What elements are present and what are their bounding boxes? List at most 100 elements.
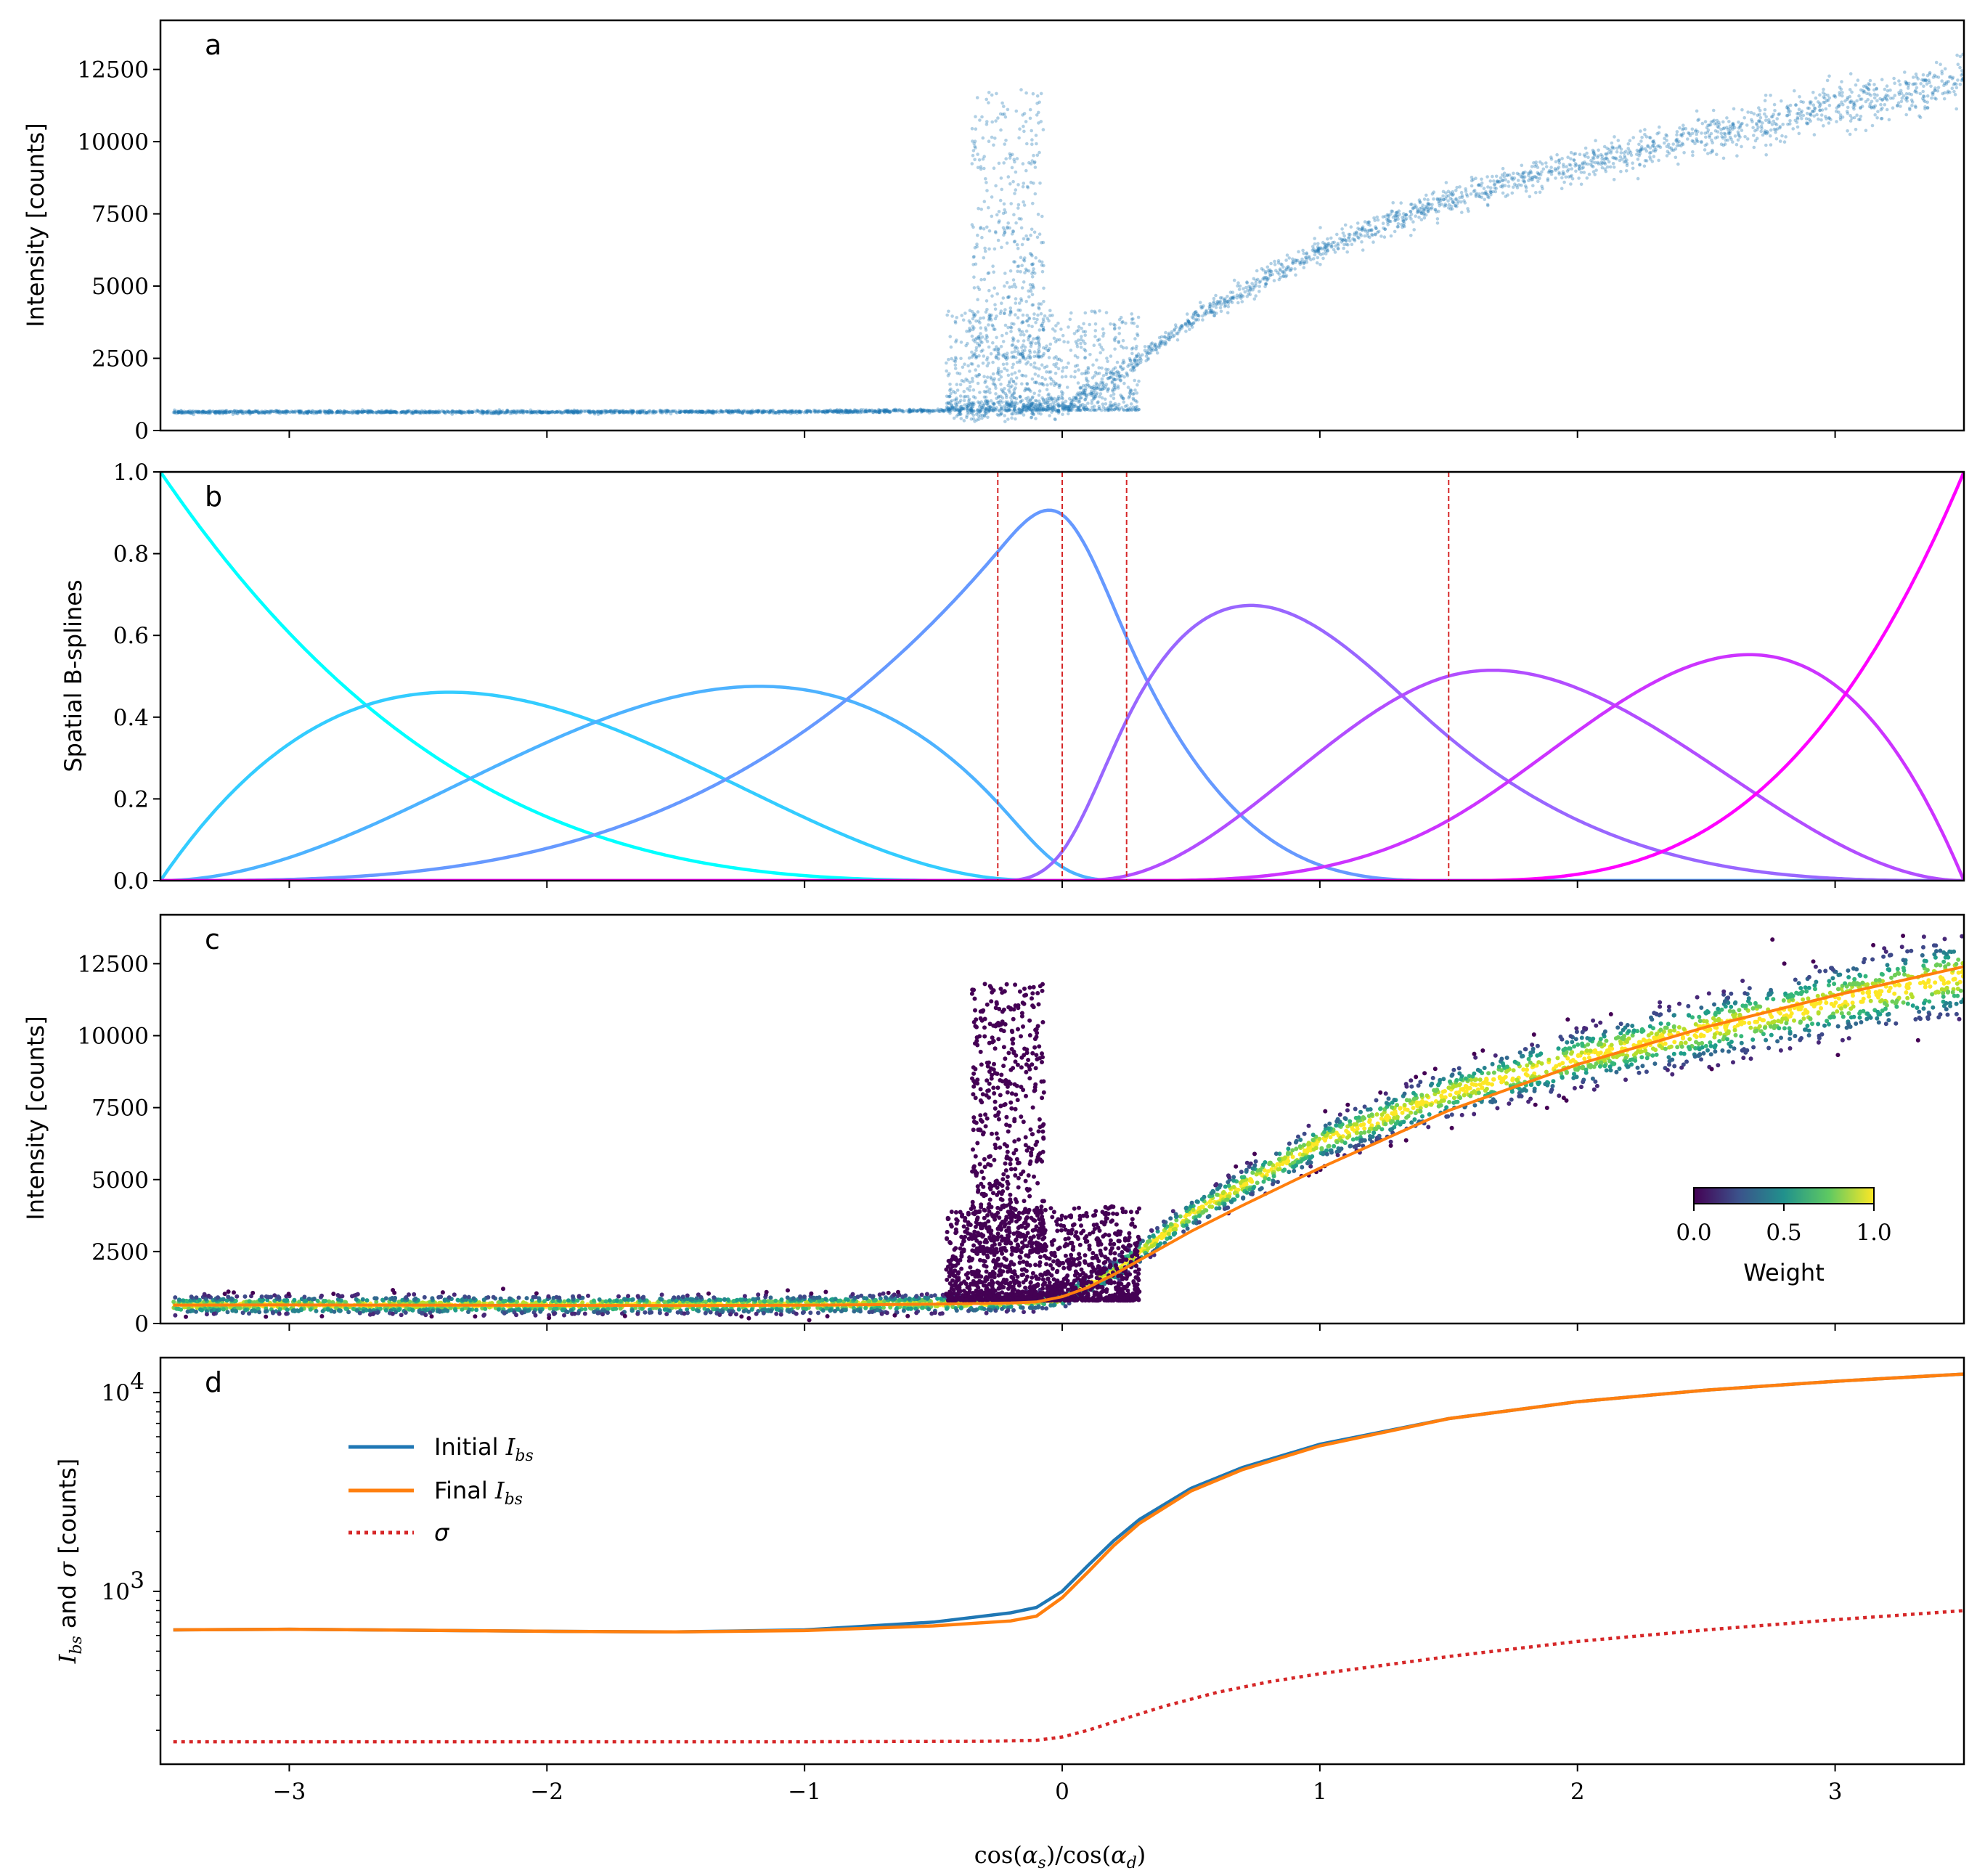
scatter-point (966, 408, 969, 412)
scatter-point (494, 409, 498, 413)
scatter-point (232, 409, 237, 413)
scatter-point (1609, 151, 1613, 155)
scatter-point (1610, 141, 1614, 145)
scatter-point (1255, 269, 1259, 273)
scatter-point (247, 409, 251, 413)
scatter-point (848, 409, 852, 413)
scatter-point (849, 408, 852, 412)
scatter-point (1136, 352, 1141, 356)
scatter-point (462, 410, 466, 415)
scatter-point (1067, 361, 1070, 365)
scatter-point (1022, 124, 1025, 129)
scatter-point (1078, 408, 1082, 412)
scatter-point (1223, 304, 1227, 309)
scatter-point (1294, 273, 1297, 277)
scatter-point (884, 409, 888, 413)
scatter-point (1705, 126, 1709, 130)
scatter-point (971, 327, 975, 332)
scatter-point (1078, 396, 1083, 400)
scatter-point (1112, 396, 1116, 400)
scatter-point (1676, 162, 1680, 166)
scatter-point (1220, 296, 1224, 300)
scatter-point (1104, 370, 1109, 375)
scatter-point (1324, 245, 1327, 249)
scatter-point (991, 401, 995, 405)
scatter-point (1321, 252, 1325, 256)
scatter-point (173, 410, 176, 415)
scatter-point (977, 287, 982, 292)
scatter-point (1004, 157, 1008, 160)
scatter-point (670, 409, 674, 414)
scatter-point (1713, 129, 1718, 133)
scatter-point (1006, 417, 1010, 421)
scatter-point (1374, 227, 1378, 230)
scatter-point (1395, 225, 1400, 229)
scatter-point (1523, 180, 1526, 184)
scatter-point (1393, 217, 1398, 221)
scatter-point (1928, 72, 1931, 76)
scatter-point (1446, 199, 1450, 203)
scatter-point (1804, 117, 1809, 121)
scatter-point (1109, 370, 1114, 373)
scatter-point (1215, 311, 1218, 315)
scatter-point (1708, 123, 1713, 127)
scatter-point (1017, 407, 1021, 411)
scatter-point (854, 409, 858, 414)
scatter-point (1149, 348, 1154, 353)
scatter-point (505, 410, 509, 415)
scatter-point (1338, 237, 1342, 241)
scatter-point (1474, 176, 1477, 180)
scatter-point (1011, 336, 1015, 340)
scatter-point (1258, 285, 1261, 288)
scatter-point (1030, 227, 1034, 232)
scatter-point (1024, 91, 1028, 95)
scatter-point (1117, 370, 1121, 375)
scatter-point (974, 115, 977, 118)
scatter-point (1024, 234, 1028, 238)
scatter-point (1104, 402, 1108, 406)
scatter-point (309, 410, 314, 415)
scatter-point (1876, 110, 1880, 113)
scatter-point (1546, 171, 1551, 174)
scatter-point (401, 410, 404, 415)
scatter-point (1572, 158, 1576, 163)
scatter-point (1090, 309, 1093, 314)
scatter-point (1130, 351, 1134, 356)
scatter-point (994, 184, 998, 188)
scatter-point (1037, 393, 1041, 397)
scatter-point (726, 409, 730, 414)
scatter-point (1458, 185, 1462, 189)
scatter-point (227, 410, 232, 415)
scatter-point (877, 410, 881, 415)
scatter-point (1586, 155, 1590, 159)
scatter-point (1536, 172, 1541, 176)
scatter-point (1302, 266, 1306, 269)
scatter-point (1010, 166, 1014, 170)
scatter-point (202, 410, 206, 415)
scatter-point (1651, 140, 1655, 144)
scatter-point (330, 411, 334, 415)
scatter-point (388, 409, 392, 414)
scatter-point (1488, 179, 1493, 183)
scatter-point (1016, 183, 1020, 187)
scatter-point (1619, 147, 1623, 151)
scatter-point (1607, 147, 1611, 152)
scatter-point (1197, 318, 1200, 322)
scatter-point (1282, 272, 1287, 275)
scatter-point (1022, 182, 1026, 185)
scatter-point (1833, 95, 1838, 99)
scatter-point (981, 403, 985, 407)
scatter-point (1048, 407, 1051, 411)
scatter-point (980, 335, 985, 339)
scatter-point (699, 410, 704, 414)
scatter-point (1419, 211, 1423, 216)
scatter-point (1236, 301, 1240, 305)
scatter-point (1437, 209, 1440, 213)
scatter-point (987, 101, 990, 105)
scatter-point (1281, 269, 1284, 274)
scatter-point (1700, 121, 1705, 126)
scatter-point (1191, 312, 1196, 316)
scatter-point (978, 391, 982, 394)
scatter-point (1125, 346, 1128, 350)
scatter-point (1340, 227, 1344, 231)
